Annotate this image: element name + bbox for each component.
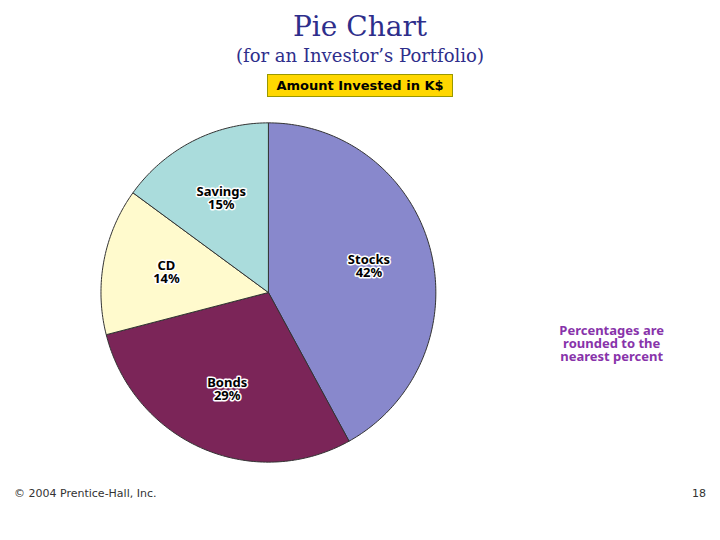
html-text:(for an Investor’s Portfolio): (for an Investor’s Portfolio): [236, 45, 484, 66]
svg-text:Percentages arerounded to then: Percentages arerounded to thenearest per…: [559, 321, 664, 365]
html-text:© 2004 Prentice-Hall, Inc.: © 2004 Prentice-Hall, Inc.: [14, 487, 157, 500]
html-text:18: 18: [692, 487, 706, 500]
html-text:Pie Chart: Pie Chart: [293, 10, 427, 43]
svg-text:Stocks42%: Stocks42%: [348, 250, 390, 281]
svg-text:Bonds29%: Bonds29%: [207, 373, 247, 404]
svg-text:CD14%: CD14%: [153, 256, 180, 287]
html-text:Amount Invested in K$: Amount Invested in K$: [276, 78, 444, 93]
svg-text:Savings15%: Savings15%: [197, 182, 246, 213]
